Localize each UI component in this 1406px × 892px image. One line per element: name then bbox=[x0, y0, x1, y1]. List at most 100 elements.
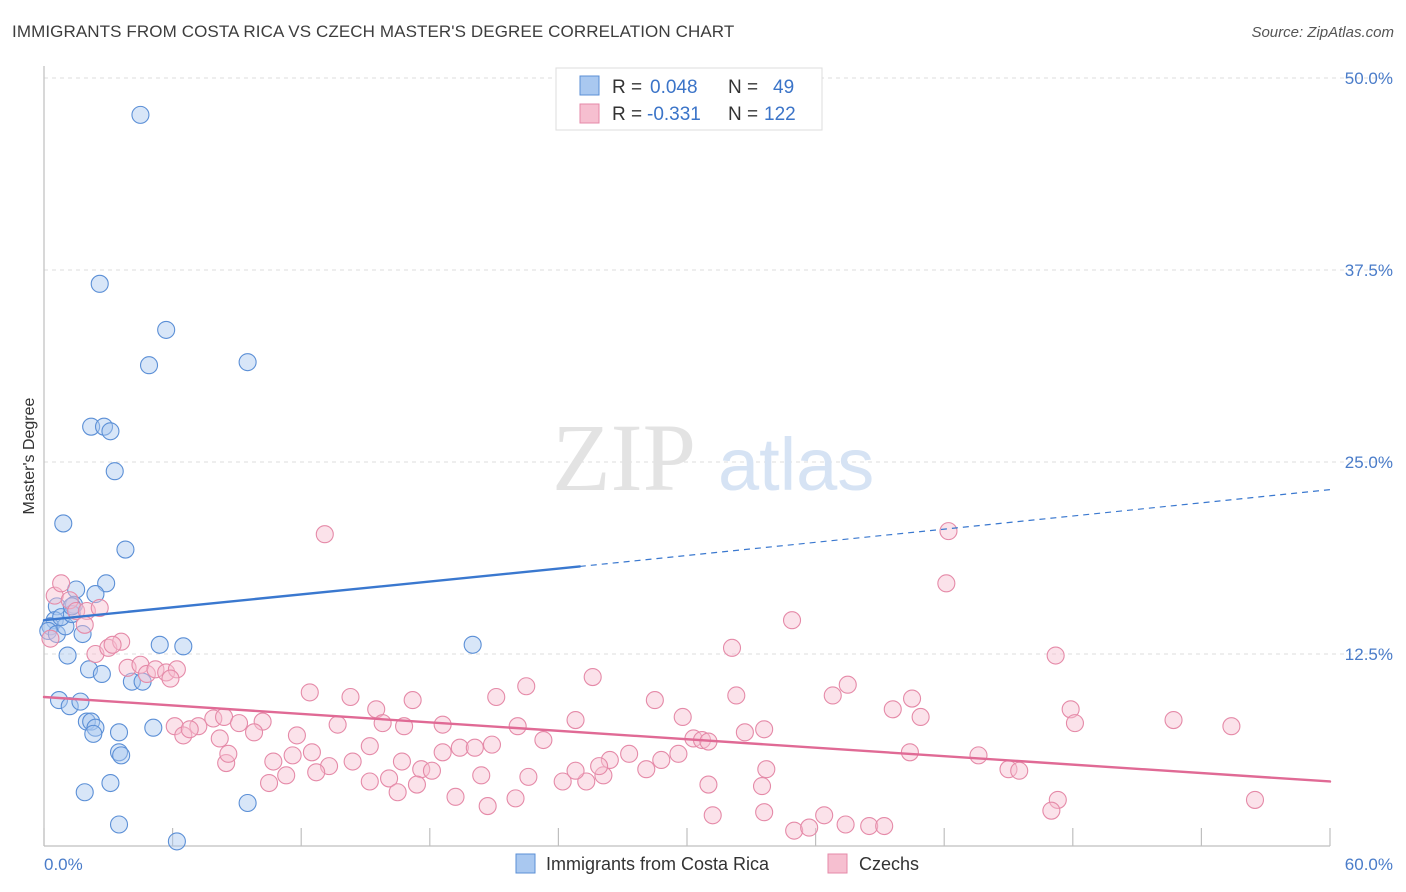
watermark-zip: ZIP bbox=[552, 404, 696, 511]
point-series-1-14 bbox=[137, 664, 156, 684]
stats-r-label-pink: R = bbox=[612, 104, 642, 125]
legend-swatch-czechs bbox=[827, 853, 848, 874]
point-series-0-43 bbox=[101, 773, 120, 793]
point-series-1-63 bbox=[244, 723, 264, 742]
point-series-1-76 bbox=[600, 750, 619, 770]
point-series-0-44 bbox=[75, 783, 94, 802]
point-series-1-113 bbox=[860, 816, 879, 836]
point-series-1-33 bbox=[727, 686, 746, 705]
point-series-1-22 bbox=[782, 611, 802, 630]
point-series-0-29 bbox=[92, 664, 111, 684]
point-series-0-34 bbox=[71, 692, 90, 711]
point-series-1-61 bbox=[180, 720, 199, 739]
point-series-1-112 bbox=[836, 815, 855, 834]
point-series-1-64 bbox=[283, 746, 302, 765]
point-series-0-45 bbox=[238, 793, 257, 813]
x-tick-label-0: 0.0% bbox=[44, 855, 83, 874]
stats-r-value-blue: 0.048 bbox=[650, 77, 698, 98]
point-series-1-50 bbox=[328, 715, 347, 734]
point-series-0-5 bbox=[82, 417, 101, 436]
point-series-1-109 bbox=[785, 821, 804, 840]
point-series-1-49 bbox=[287, 726, 306, 745]
point-series-1-32 bbox=[645, 691, 664, 710]
point-series-1-120 bbox=[669, 744, 688, 763]
y-tick-label-0: 12.5% bbox=[1345, 645, 1393, 664]
point-series-1-26 bbox=[341, 687, 360, 707]
point-series-0-27 bbox=[463, 635, 482, 654]
point-series-1-90 bbox=[259, 773, 279, 793]
point-series-1-102 bbox=[519, 767, 538, 786]
stats-box: R = 0.048 N = 49 R = -0.331 N = 122 bbox=[555, 67, 823, 131]
grid-lines bbox=[44, 77, 1392, 655]
stats-n-label-blue: N = bbox=[728, 77, 758, 98]
point-series-1-15 bbox=[146, 660, 165, 679]
point-series-1-117 bbox=[1245, 790, 1265, 809]
legend-label-czechs: Czechs bbox=[859, 854, 919, 874]
point-series-1-88 bbox=[219, 744, 238, 763]
legend: Immigrants from Costa Rica Czechs bbox=[515, 853, 919, 874]
point-series-1-95 bbox=[388, 783, 407, 802]
watermark-atlas: atlas bbox=[718, 423, 874, 506]
point-series-1-28 bbox=[403, 691, 422, 710]
point-series-1-93 bbox=[360, 772, 379, 791]
point-series-1-73 bbox=[465, 738, 484, 757]
point-series-1-19 bbox=[315, 525, 334, 544]
point-series-1-110 bbox=[800, 818, 819, 837]
point-series-1-67 bbox=[343, 752, 362, 771]
legend-swatch-costa-rica bbox=[515, 853, 536, 874]
point-series-1-114 bbox=[875, 816, 894, 836]
point-series-0-46 bbox=[109, 815, 129, 834]
point-series-1-11 bbox=[103, 635, 122, 654]
point-series-1-36 bbox=[883, 700, 902, 719]
stats-r-label-blue: R = bbox=[612, 77, 642, 98]
point-series-0-4 bbox=[238, 353, 257, 372]
point-series-1-116 bbox=[1042, 801, 1061, 820]
point-series-1-68 bbox=[360, 737, 379, 756]
point-series-0-40 bbox=[144, 718, 163, 737]
point-series-0-47 bbox=[167, 832, 186, 851]
stats-n-value-pink: 122 bbox=[764, 104, 796, 125]
y-tick-label-1: 25.0% bbox=[1345, 453, 1393, 472]
point-series-1-25 bbox=[300, 683, 319, 702]
stats-swatch-blue bbox=[579, 75, 600, 96]
data-points bbox=[39, 105, 1265, 851]
point-series-1-84 bbox=[969, 746, 988, 765]
point-series-1-71 bbox=[433, 743, 452, 762]
point-series-1-51 bbox=[373, 714, 392, 733]
point-series-0-24 bbox=[58, 646, 77, 665]
point-series-0-9 bbox=[54, 514, 73, 533]
point-series-0-39 bbox=[109, 723, 129, 742]
point-series-0-7 bbox=[101, 422, 120, 441]
chart-title: IMMIGRANTS FROM COSTA RICA VS CZECH MAST… bbox=[12, 22, 735, 41]
point-series-1-39 bbox=[1061, 700, 1080, 719]
point-series-0-6 bbox=[94, 417, 114, 436]
point-series-1-35 bbox=[838, 675, 857, 694]
point-series-0-38 bbox=[84, 724, 103, 743]
point-series-0-3 bbox=[139, 356, 159, 375]
point-series-1-89 bbox=[264, 752, 283, 771]
tick-labels: 12.5% 25.0% 37.5% 50.0% 0.0% 60.0% bbox=[44, 69, 1393, 874]
point-series-1-105 bbox=[594, 766, 613, 785]
point-series-1-54 bbox=[508, 717, 527, 736]
watermark: ZIP atlas bbox=[552, 404, 874, 511]
point-series-1-30 bbox=[517, 677, 536, 696]
source-label: Source: ZipAtlas.com bbox=[1251, 24, 1394, 41]
point-series-0-11 bbox=[97, 574, 116, 593]
point-series-0-12 bbox=[86, 585, 105, 604]
point-series-0-32 bbox=[49, 691, 69, 710]
point-series-1-121 bbox=[566, 761, 585, 780]
trend-line-0 bbox=[42, 565, 582, 622]
point-series-1-115 bbox=[1048, 790, 1067, 809]
point-series-1-86 bbox=[1010, 761, 1029, 780]
point-series-1-62 bbox=[210, 729, 229, 748]
point-series-1-23 bbox=[722, 638, 742, 657]
point-series-1-74 bbox=[482, 735, 502, 754]
point-series-0-10 bbox=[116, 540, 135, 559]
point-series-1-6 bbox=[90, 598, 109, 617]
point-series-1-20 bbox=[939, 522, 958, 541]
point-series-1-40 bbox=[1065, 714, 1084, 733]
point-series-1-55 bbox=[566, 710, 585, 730]
legend-label-costa-rica: Immigrants from Costa Rica bbox=[546, 854, 770, 874]
point-series-0-30 bbox=[122, 672, 141, 691]
